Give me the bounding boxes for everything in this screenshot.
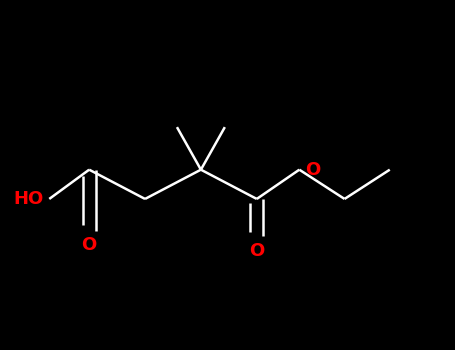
Text: HO: HO <box>14 190 44 208</box>
Text: O: O <box>249 241 264 259</box>
Text: O: O <box>305 161 320 179</box>
Text: O: O <box>81 236 97 254</box>
